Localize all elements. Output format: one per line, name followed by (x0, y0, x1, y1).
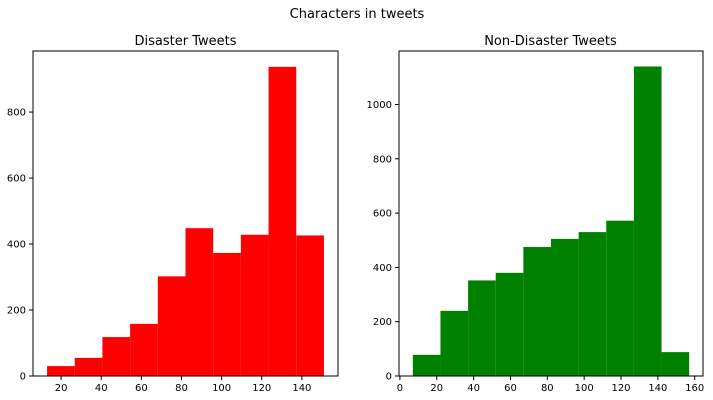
x-tick-label: 60 (135, 383, 148, 394)
x-tick-label: 140 (292, 383, 311, 394)
histogram-bar (240, 234, 269, 376)
histogram-bar (213, 252, 241, 376)
y-tick-label: 1000 (367, 100, 392, 111)
x-tick-label: 20 (55, 383, 68, 394)
figure-suptitle: Characters in tweets (290, 7, 425, 22)
chart-title: Disaster Tweets (135, 34, 237, 49)
histogram-bar (130, 323, 158, 376)
y-tick-label: 800 (7, 108, 26, 119)
x-tick-label: 160 (685, 383, 704, 394)
x-tick-label: 140 (648, 383, 667, 394)
chart-disaster-tweets: Disaster Tweets 20 40 60 80 100 120 140 0 200 400… (7, 34, 339, 394)
x-tick-label: 40 (95, 383, 108, 394)
histogram-bar (495, 272, 524, 376)
x-tick-label: 100 (212, 383, 231, 394)
y-tick-label: 800 (373, 154, 392, 165)
chart-non-disaster-tweets: Non-Disaster Tweets 0 20 40 60 80 100 120 140 16… (367, 34, 705, 394)
histogram-bar (468, 280, 496, 376)
axes-frame (32, 50, 339, 377)
y-tick-label: 200 (7, 306, 26, 317)
histogram-bar (523, 247, 551, 376)
x-tick-label: 40 (467, 383, 480, 394)
histogram-bar (74, 357, 103, 376)
x-tick-label: 80 (175, 383, 188, 394)
histogram-bar (633, 66, 662, 376)
histogram-bar (296, 235, 324, 376)
histogram-bar (185, 228, 214, 376)
x-tick-label: 20 (430, 383, 443, 394)
histogram-bar (551, 238, 579, 376)
x-tick-label: 80 (541, 383, 554, 394)
y-tick-label: 400 (7, 240, 26, 251)
y-tick-label: 600 (7, 174, 26, 185)
histogram-bar (606, 220, 634, 376)
y-tick-label: 200 (373, 317, 392, 328)
y-tick-label: 600 (373, 209, 392, 220)
y-tick-label: 0 (20, 372, 26, 383)
histogram-bar (47, 366, 75, 376)
y-tick-label: 400 (373, 263, 392, 274)
histogram-bar (157, 276, 186, 376)
histogram-bar (268, 66, 297, 377)
x-tick-label: 100 (575, 383, 594, 394)
axes-frame (398, 50, 704, 377)
histogram-bar (412, 354, 441, 376)
chart-title: Non-Disaster Tweets (484, 34, 617, 49)
histogram-bar (102, 337, 131, 376)
histogram-bar (578, 232, 607, 376)
x-tick-label: 60 (504, 383, 517, 394)
x-tick-label: 0 (397, 383, 403, 394)
x-tick-label: 120 (611, 383, 630, 394)
histogram-bar (661, 352, 690, 376)
y-tick-label: 0 (386, 372, 392, 383)
histogram-bar (440, 310, 469, 376)
x-tick-label: 120 (252, 383, 271, 394)
